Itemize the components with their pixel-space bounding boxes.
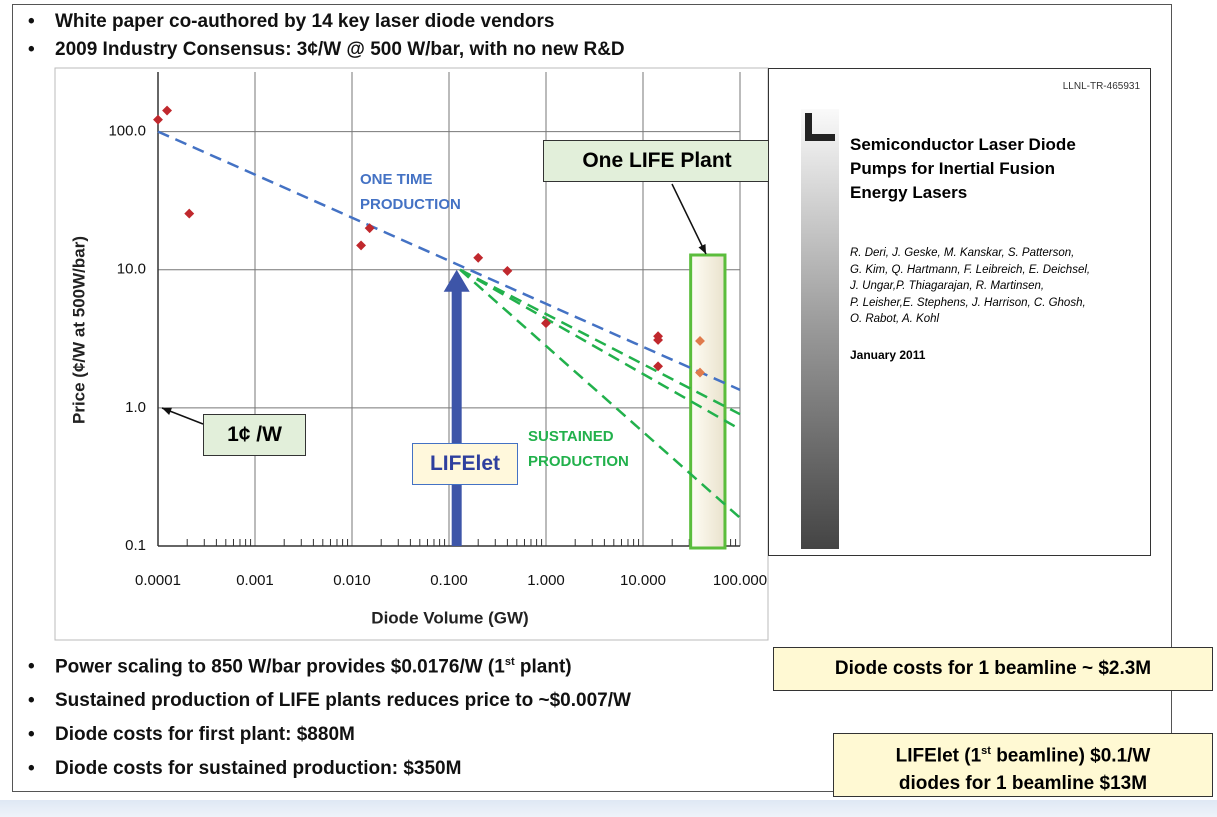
- point: [184, 208, 195, 219]
- authors: R. Deri, J. Geske, M. Kanskar, S. Patter…: [850, 245, 1090, 328]
- title-line: Pumps for Inertial Fusion: [850, 159, 1055, 178]
- strip: [801, 109, 839, 549]
- annotation: SUSTAINED: [528, 428, 614, 445]
- sup: st: [981, 745, 991, 757]
- pointer: [671, 183, 707, 255]
- author-line: R. Deri, J. Geske, M. Kanskar, S. Patter…: [850, 247, 1075, 259]
- y-tick-label: 100.0: [108, 123, 146, 140]
- footer-band: [0, 800, 1217, 817]
- point: [653, 361, 664, 372]
- title-line: Semiconductor Laser Diode: [850, 135, 1076, 154]
- annotation: PRODUCTION: [360, 196, 461, 213]
- y-tick-label: 1.0: [125, 399, 146, 416]
- point: [356, 240, 367, 251]
- pointer-head: [698, 244, 706, 254]
- callout: Diode costs for 1 beamline ~ $2.3M: [773, 647, 1213, 691]
- annotation: 1¢ /W: [203, 414, 306, 456]
- y-tick-label: 10.0: [117, 261, 146, 278]
- bullet: Diode costs for first plant: $880M: [28, 724, 355, 746]
- report-cover: LLNL-TR-465931 Semiconductor Laser Diode…: [768, 68, 1151, 556]
- x-axis-label: Diode Volume (GW): [371, 608, 528, 627]
- x-tick-label: 0.0001: [135, 572, 181, 589]
- arrow: [443, 269, 470, 546]
- frame: [12, 4, 1172, 792]
- point: [695, 336, 705, 346]
- point: [473, 252, 484, 263]
- point: [653, 335, 664, 345]
- sup: st: [504, 656, 515, 668]
- x-tick-label: 10.000: [620, 572, 666, 589]
- trend-line: [459, 268, 741, 431]
- annotation: One LIFE Plant: [543, 140, 771, 182]
- annotation: LIFElet: [412, 443, 518, 485]
- annotation: PRODUCTION: [528, 453, 629, 470]
- bullet: 2009 Industry Consensus: 3¢/W @ 500 W/ba…: [28, 39, 625, 61]
- x-tick-label: 0.100: [430, 572, 468, 589]
- annotation: ONE TIME: [360, 171, 433, 188]
- logo: [805, 113, 835, 141]
- point: [502, 265, 513, 276]
- pointer-head: [162, 407, 172, 415]
- callout-line: diodes for 1 beamline $13M: [898, 773, 1148, 795]
- x-tick-label: 0.010: [333, 572, 371, 589]
- point: [695, 367, 705, 378]
- report-date: January 2011: [850, 348, 926, 362]
- trend-line: [157, 130, 741, 392]
- bullet: Sustained production of LIFE plants redu…: [28, 690, 631, 712]
- point: [364, 223, 375, 234]
- trend-line: [459, 268, 741, 416]
- x-tick-label: 100.000: [713, 572, 767, 589]
- title-line: Energy Lasers: [850, 183, 968, 202]
- bullet: White paper co-authored by 14 key laser …: [28, 11, 554, 33]
- text: plant): [514, 656, 572, 678]
- author-line: P. Leisher,E. Stephens, J. Harrison, C. …: [850, 296, 1086, 309]
- point: [153, 114, 163, 125]
- x-tick-label: 0.001: [236, 572, 274, 589]
- point: [162, 105, 173, 116]
- text: beamline) $0.1/W: [990, 745, 1151, 767]
- author-line: O. Rabot, A. Kohl: [850, 313, 940, 325]
- y-axis-label: Price (¢/W at 500W/bar): [69, 236, 88, 424]
- report-title: Semiconductor Laser Diode Pumps for Iner…: [850, 133, 1076, 205]
- text: Power scaling to 850 W/bar provides $0.0…: [55, 656, 505, 678]
- y-tick-label: 0.1: [125, 537, 146, 554]
- highlight: [689, 253, 727, 550]
- bullet: Power scaling to 850 W/bar provides $0.0…: [28, 656, 572, 678]
- report-id: LLNL-TR-465931: [1062, 81, 1140, 92]
- x-tick-label: 1.000: [527, 572, 565, 589]
- trend-line: [459, 268, 741, 519]
- author-line: J. Ungar,P. Thiagarajan, R. Martinsen,: [850, 280, 1045, 292]
- author-line: G. Kim, Q. Hartmann, F. Leibreich, E. De…: [850, 263, 1091, 276]
- point: [541, 318, 551, 329]
- callout-line: LIFElet (1st beamline) $0.1/W: [834, 737, 1212, 770]
- text: LIFElet (1: [895, 745, 982, 767]
- bullet: Diode costs for sustained production: $3…: [28, 758, 461, 780]
- callout: LIFElet (1st beamline) $0.1/W diodes for…: [833, 733, 1213, 797]
